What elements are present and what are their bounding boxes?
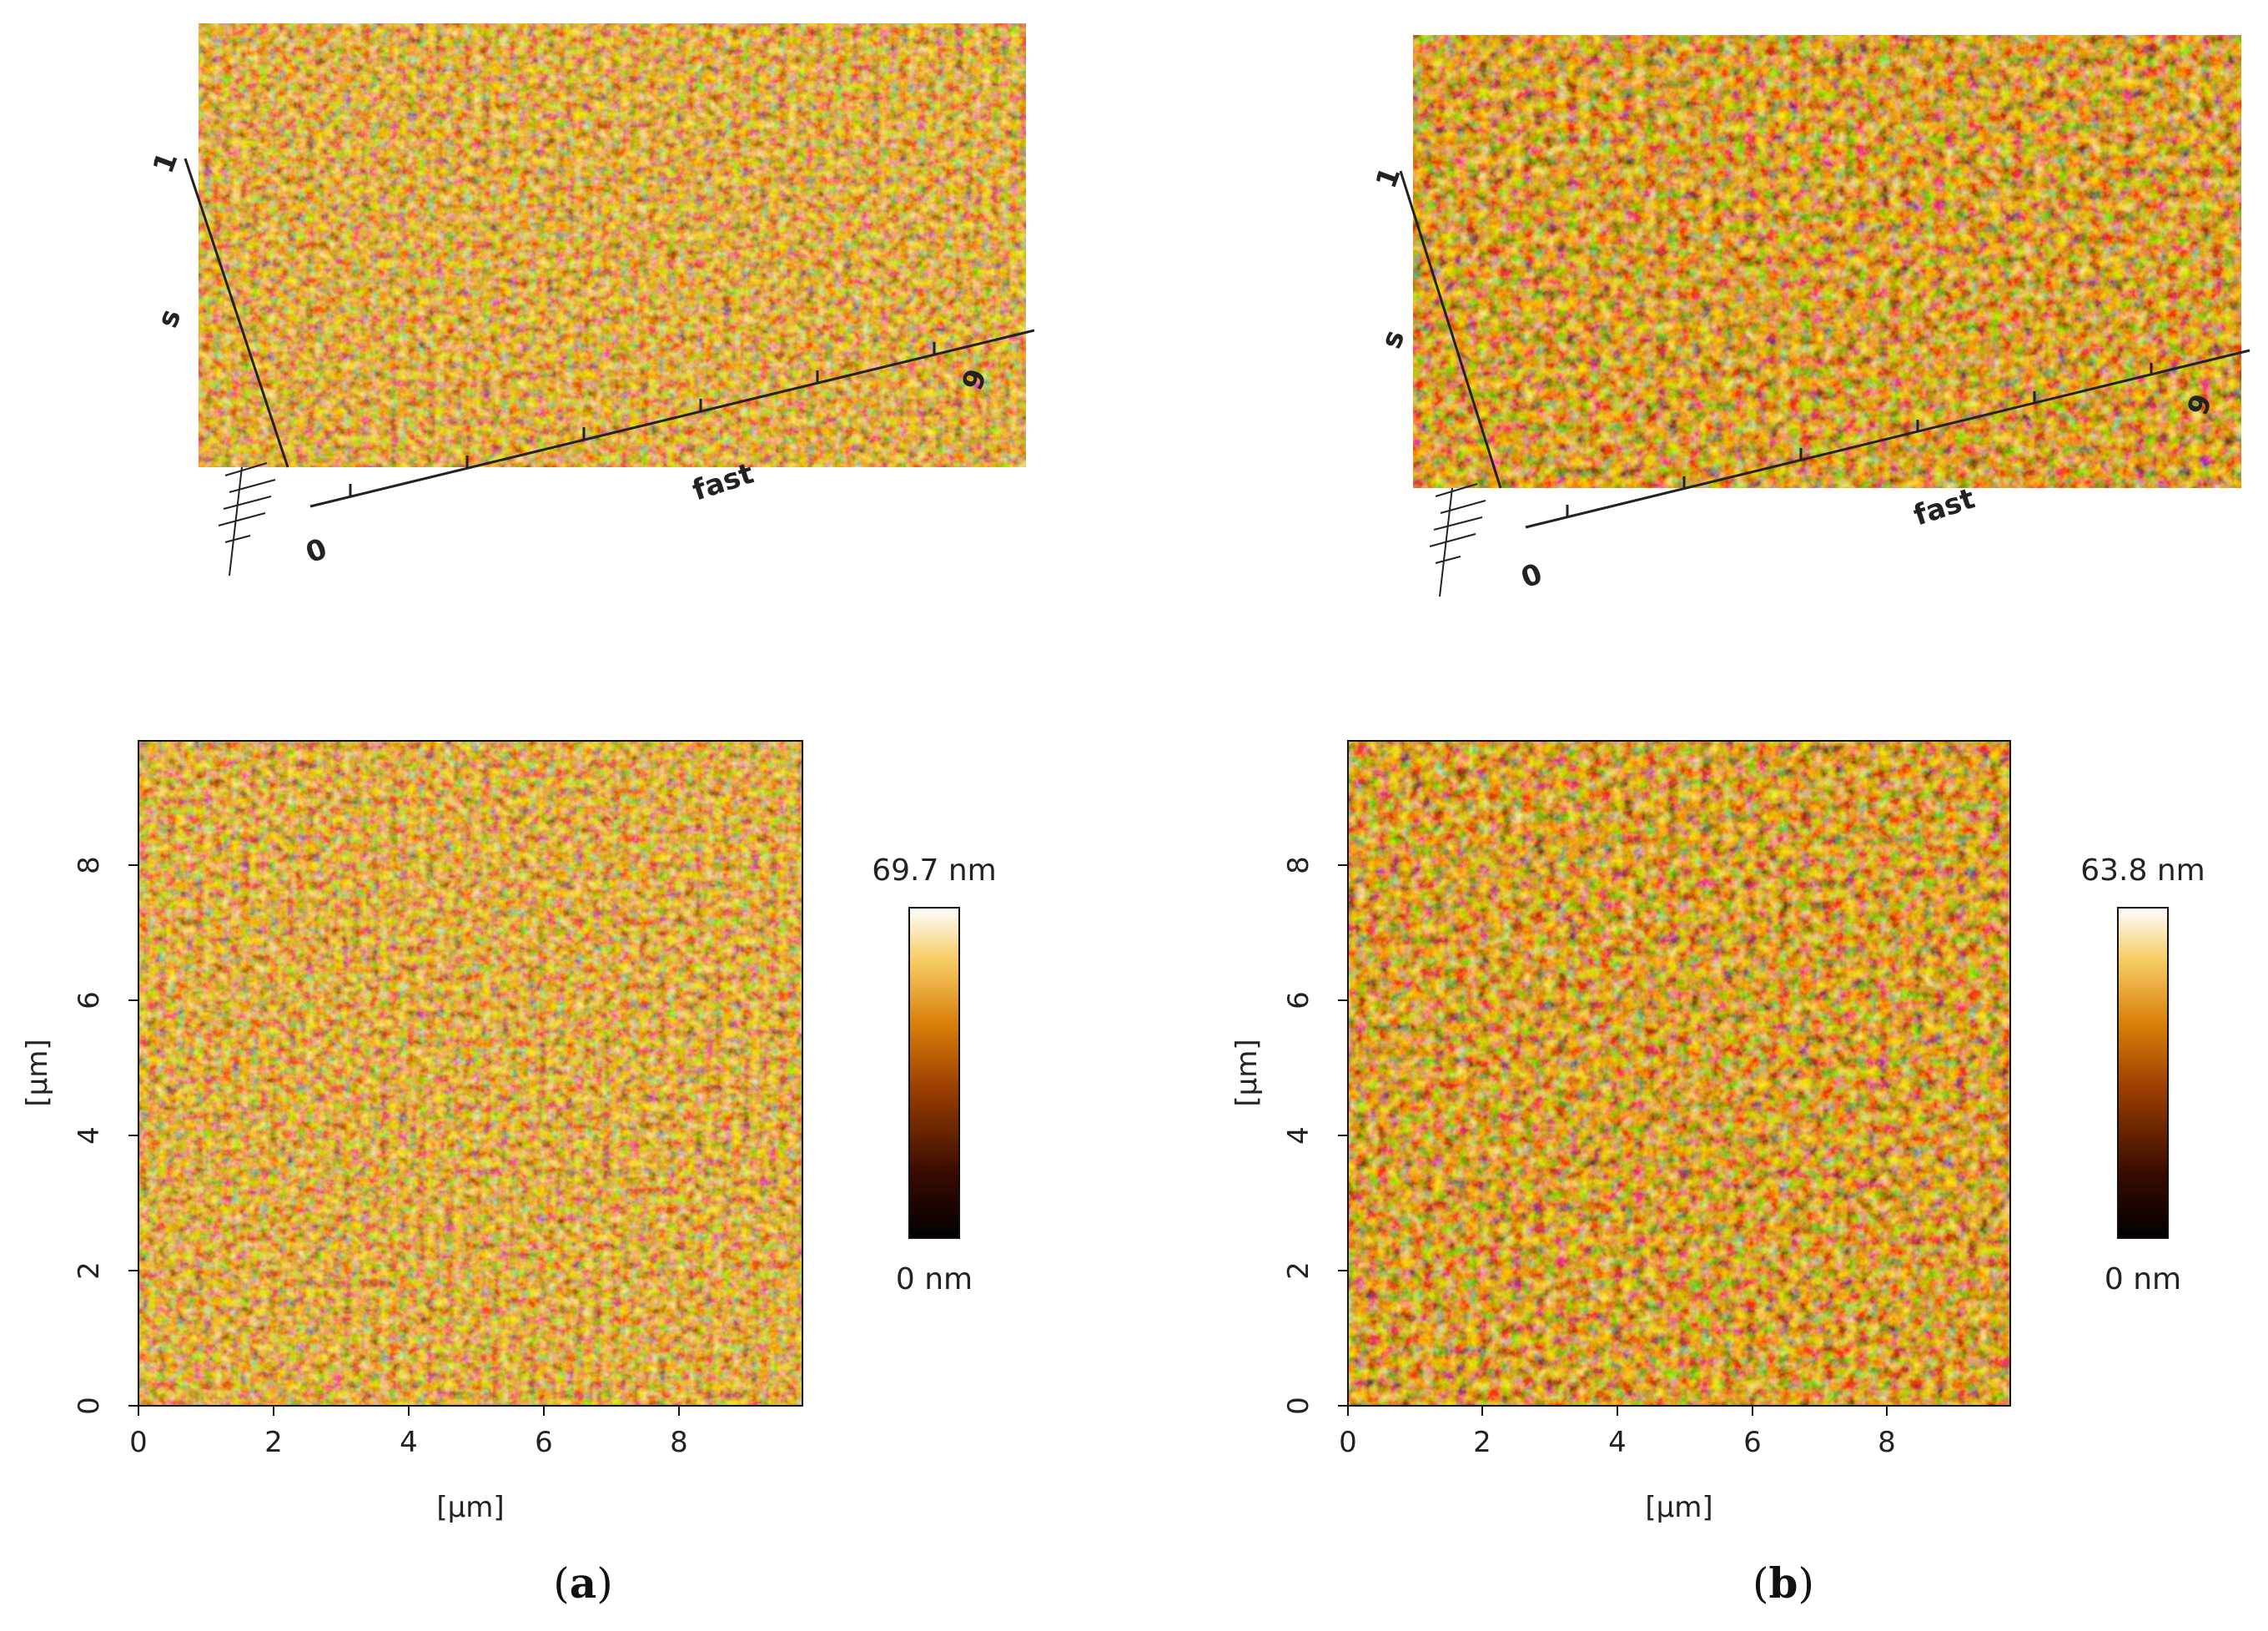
axis-3d-left-b <box>1399 170 1502 489</box>
map-b: 0 2 4 6 8 0 2 4 6 8 [µm] [µm] 63.8 nm 0 … <box>1230 740 2205 1524</box>
axis-3d-fast-a <box>309 329 1035 508</box>
caption-b: (b) <box>1658 1558 1908 1608</box>
colorbar-max-b: 63.8 nm <box>2080 853 2205 888</box>
view3d-height-scale-a <box>218 462 276 576</box>
x-tick-label: 2 <box>264 1426 283 1459</box>
view3d-end-y-b: 1 <box>1370 163 1408 193</box>
colorbar-b <box>2117 907 2169 1239</box>
y-axis-label-b: [µm] <box>1230 1039 1264 1106</box>
x-tick-label: 4 <box>400 1426 418 1459</box>
view3d-height-scale-b <box>1429 483 1486 597</box>
caption-close: ) <box>1798 1559 1814 1608</box>
x-tick-label: 6 <box>1743 1426 1762 1459</box>
caption-a: (a) <box>458 1558 708 1608</box>
x-tick-label: 4 <box>1608 1426 1627 1459</box>
y-tick-label: 2 <box>1282 1261 1315 1280</box>
axis-3d-left-a <box>184 158 289 468</box>
colorbar-min-b: 0 nm <box>2105 1262 2181 1296</box>
afm-image-b <box>1348 741 2010 1406</box>
x-axis-label-b: [µm] <box>1645 1491 1712 1524</box>
view3d-fast-label-a: fast <box>688 457 757 508</box>
y-tick-label: 8 <box>1282 856 1315 874</box>
x-tick-label: 6 <box>535 1426 553 1459</box>
colorbar-min-a: 0 nm <box>896 1262 973 1296</box>
panel-b: 0 9 fast s 1 0 <box>1134 0 2267 1631</box>
x-tick-label: 8 <box>670 1426 688 1459</box>
afm-image-a <box>138 741 802 1406</box>
view3d-zero-b: 0 <box>1516 557 1546 596</box>
axis-3d-fast-b <box>1525 349 2250 529</box>
colorbar-max-a: 69.7 nm <box>872 853 996 888</box>
view3d-a: 0 9 fast s 1 <box>147 23 1035 576</box>
y-axis-label-a: [µm] <box>21 1039 54 1106</box>
x-ticks-b <box>1347 1406 1888 1416</box>
view3d-end-a: 9 <box>956 365 994 395</box>
panel-b-graphics: 0 9 fast s 1 0 <box>1230 35 2250 1524</box>
view3d-fast-label-b: fast <box>1909 482 1979 533</box>
caption-close: ) <box>596 1559 613 1608</box>
surface-3d-a <box>199 23 1026 467</box>
x-tick-label: 0 <box>1339 1426 1357 1459</box>
y-tick-label: 8 <box>73 856 106 874</box>
panel-a-graphics: 0 9 fast s 1 <box>21 23 1035 1524</box>
view3d-end-b: 9 <box>2181 390 2220 420</box>
x-tick-label: 0 <box>129 1426 148 1459</box>
view3d-slow-label-a: s <box>151 305 189 332</box>
view3d-slow-label-b: s <box>1375 325 1412 353</box>
y-tick-label: 6 <box>73 991 106 1009</box>
colorbar-a <box>908 907 960 1239</box>
view3d-b: 0 9 fast s 1 <box>1370 35 2250 597</box>
y-tick-label: 4 <box>1282 1126 1315 1145</box>
y-tick-label: 6 <box>1282 991 1315 1009</box>
y-tick-label: 0 <box>73 1397 106 1415</box>
x-tick-label: 8 <box>1878 1426 1896 1459</box>
x-axis-label-a: [µm] <box>436 1491 504 1524</box>
caption-open: ( <box>1753 1559 1769 1608</box>
view3d-end-y-a: 1 <box>147 148 185 178</box>
x-ticks-a <box>138 1406 680 1416</box>
caption-letter: b <box>1768 1558 1798 1608</box>
map-a: 0 2 4 6 8 0 2 4 6 8 [µm] [µm] 69.7 nm 0 … <box>21 740 997 1524</box>
y-tick-label: 2 <box>73 1261 106 1280</box>
caption-open: ( <box>553 1559 570 1608</box>
caption-letter: a <box>569 1558 597 1608</box>
surface-3d-b <box>1413 35 2241 488</box>
y-ticks-b <box>1338 864 1348 1407</box>
view3d-zero-a: 0 <box>301 532 331 571</box>
y-tick-label: 4 <box>73 1126 106 1145</box>
y-tick-label: 0 <box>1282 1397 1315 1415</box>
x-tick-label: 2 <box>1473 1426 1491 1459</box>
y-ticks-a <box>128 864 138 1407</box>
panel-a: 0 9 fast s 1 <box>21 23 1035 1608</box>
